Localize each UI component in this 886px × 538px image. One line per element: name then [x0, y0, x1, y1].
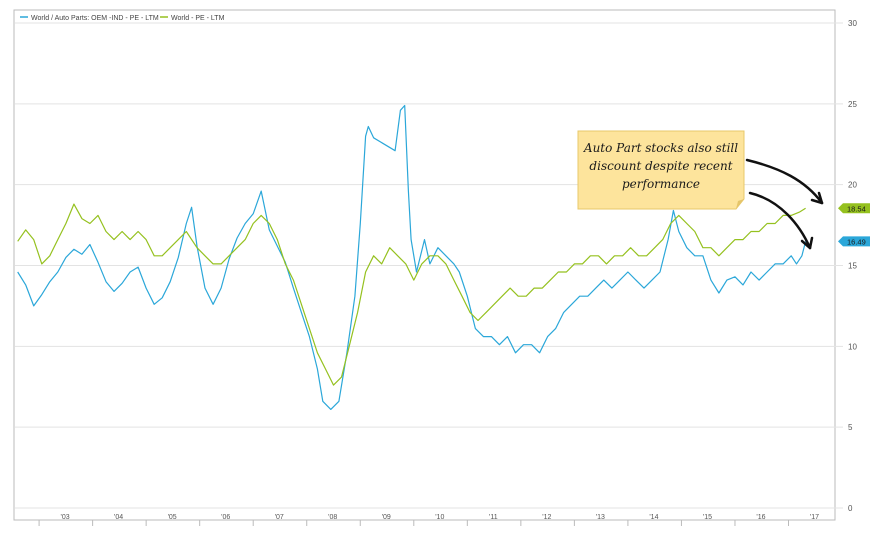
x-tick-label: '12: [542, 514, 551, 521]
annotation-text-line: performance: [622, 177, 700, 191]
arrow-head-auto-parts: [800, 236, 814, 250]
x-axis-ticks: '03 '04 '05 '06 '07 '08 '09 '10 '11 '12 '13 '14 '15 '…: [38, 514, 819, 526]
y-tick-label: 5: [848, 423, 853, 432]
x-tick-label: '11: [489, 514, 498, 521]
y-tick-label: 15: [848, 262, 857, 271]
grid: [13, 9, 843, 521]
annotation-note-fold: [736, 199, 744, 209]
last-value-tag-2: [838, 203, 870, 214]
y-axis-ticks: 0 5 10 15 20 25 30: [848, 19, 857, 513]
last-value-labels: 16.49 18.54: [838, 203, 870, 247]
y-tick-label: 30: [848, 19, 857, 28]
legend-label-2: World - PE - LTM: [171, 15, 225, 22]
series-lines: [17, 104, 807, 410]
x-tick-label: '08: [328, 514, 337, 521]
series-line-1: [17, 104, 807, 410]
legend: World / Auto Parts: OEM -IND - PE - LTM W…: [20, 15, 225, 22]
y-tick-label: 25: [848, 100, 857, 109]
x-tick-label: '03: [61, 514, 70, 521]
arrow-head-world: [810, 191, 824, 205]
y-tick-label: 10: [848, 342, 857, 351]
x-tick-label: '10: [435, 514, 444, 521]
annotation: Auto Part stocks also still discount desp…: [577, 130, 824, 250]
x-tick-label: '17: [810, 514, 819, 521]
series-line-2: [17, 203, 806, 386]
x-tick-label: '15: [703, 514, 712, 521]
y-tick-label: 0: [848, 504, 853, 513]
x-tick-label: '16: [756, 514, 765, 521]
arrow-to-auto-parts: [748, 191, 812, 250]
arrow-to-world: [745, 158, 824, 205]
legend-label-1: World / Auto Parts: OEM -IND - PE - LTM: [31, 15, 159, 22]
last-value-tag-1: [838, 236, 870, 247]
x-tick-label: '13: [596, 514, 605, 521]
x-tick-label: '05: [168, 514, 177, 521]
last-value-label-2: 18.54: [847, 204, 866, 213]
x-tick-label: '14: [649, 514, 658, 521]
x-tick-label: '07: [275, 514, 284, 521]
x-tick-label: '06: [221, 514, 230, 521]
last-value-label-1: 16.49: [847, 237, 866, 246]
x-tick-label: '04: [114, 514, 123, 521]
annotation-text-line: discount despite recent: [589, 159, 732, 173]
x-tick-label: '09: [382, 514, 391, 521]
annotation-text-line: Auto Part stocks also still: [583, 141, 738, 155]
y-tick-label: 20: [848, 181, 857, 190]
